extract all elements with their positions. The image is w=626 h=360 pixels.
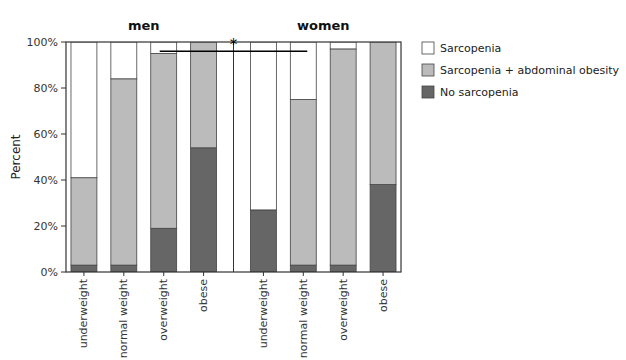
y-tick-label: 100% — [27, 36, 58, 49]
x-tick — [263, 272, 264, 276]
bar-segment — [250, 210, 276, 272]
y-tick — [61, 88, 66, 89]
legend-label: No sarcopenia — [440, 86, 519, 99]
x-tick — [203, 272, 204, 276]
x-tick-label: normal weight — [117, 278, 130, 358]
legend-swatch — [422, 64, 434, 76]
bar-segment — [111, 265, 137, 272]
bar-segment — [330, 265, 356, 272]
y-tick — [61, 272, 66, 273]
bar-segment — [370, 185, 396, 272]
significance-marker: * — [230, 36, 238, 54]
y-tick — [61, 226, 66, 227]
y-tick-label: 60% — [34, 128, 58, 141]
y-axis: 0% 20% 40% 60% 80% 100% — [27, 36, 66, 279]
y-axis-label: Percent — [9, 134, 23, 179]
x-tick — [383, 272, 384, 276]
bar-segment — [111, 42, 137, 79]
x-tick-label: underweight — [257, 278, 270, 348]
x-tick — [303, 272, 304, 276]
bar-segment — [71, 42, 97, 178]
bar-segment — [151, 54, 177, 229]
x-tick — [343, 272, 344, 276]
legend-swatch — [422, 42, 434, 54]
y-tick-label: 40% — [34, 174, 58, 187]
x-tick — [163, 272, 164, 276]
bar-segment — [191, 148, 217, 272]
y-tick-label: 80% — [34, 82, 58, 95]
x-tick-label: obese — [377, 279, 390, 312]
y-tick-label: 20% — [34, 220, 58, 233]
group-label: women — [297, 18, 350, 33]
bar-segment — [111, 79, 137, 265]
x-tick-label: underweight — [77, 278, 90, 348]
bar-segment — [290, 265, 316, 272]
x-tick-label: obese — [197, 279, 210, 312]
bar-segment — [191, 42, 217, 148]
legend-swatch — [422, 86, 434, 98]
bar-segment — [71, 265, 97, 272]
bar-segment — [330, 49, 356, 265]
group-separator — [233, 42, 234, 272]
legend-label: Sarcopenia — [440, 42, 501, 55]
bar-segment — [330, 42, 356, 49]
x-tick-label: normal weight — [297, 278, 310, 358]
y-tick — [61, 180, 66, 181]
bars — [71, 42, 396, 272]
x-tick-label: overweight — [157, 278, 170, 340]
bar-segment — [250, 42, 276, 210]
plot-frame — [66, 42, 401, 272]
x-tick-label: overweight — [337, 278, 350, 340]
y-tick-label: 0% — [41, 266, 58, 279]
bar-segment — [71, 178, 97, 265]
chart: 0% 20% 40% 60% 80% 100% Percent underweight norm… — [0, 0, 626, 360]
bar-segment — [290, 100, 316, 266]
group-label: men — [128, 18, 160, 33]
bar-segment — [370, 42, 396, 185]
x-axis: underweight normal weight overweight obese u… — [77, 272, 389, 358]
y-tick — [61, 134, 66, 135]
series — [71, 42, 356, 210]
x-tick — [123, 272, 124, 276]
legend-label: Sarcopenia + abdominal obesity — [440, 64, 620, 77]
legend: Sarcopenia Sarcopenia + abdominal obesity… — [422, 42, 620, 99]
y-tick — [61, 42, 66, 43]
bar-segment — [151, 228, 177, 272]
x-tick — [83, 272, 84, 276]
